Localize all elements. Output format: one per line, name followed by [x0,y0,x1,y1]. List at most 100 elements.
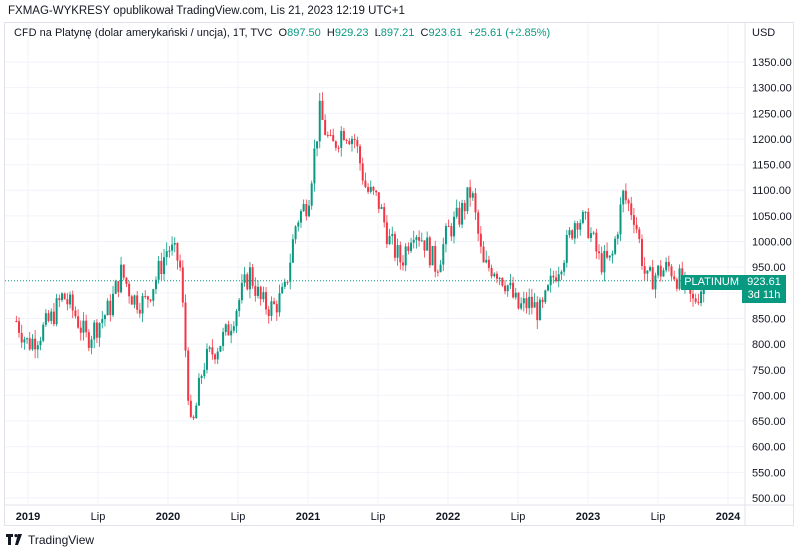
y-tick-label: 950.00 [752,262,786,274]
candle-body [216,351,219,360]
bar-countdown: 3d 11h [747,289,781,301]
candle-body [584,211,587,213]
candle-body [192,416,195,419]
candle-body [270,301,273,316]
candle-body [82,320,85,333]
candle-body [219,346,222,352]
candle-body [388,236,391,245]
candle-body [546,285,549,291]
candle-body [222,331,225,347]
candle-body [133,295,136,305]
candle-body [659,265,662,277]
candle-body [20,332,23,343]
candle-body [627,200,630,204]
candle-body [136,295,139,310]
tradingview-brand[interactable]: TradingView [6,533,94,547]
candle-body [383,207,386,223]
candle-body [498,277,501,279]
candle-body [638,229,641,240]
x-tick-label: 2024 [716,511,741,523]
candle-body [23,339,26,343]
x-tick-label: Lip [371,511,386,523]
candle-body [334,141,337,148]
candle-body [224,324,227,332]
high-label: H [326,27,335,39]
candle-body [240,282,243,301]
candle-body [469,187,472,198]
candle-body [165,251,168,258]
candle-body [235,310,238,327]
y-tick-label: 600.00 [752,442,786,454]
candle-body [420,240,423,242]
candle-body [434,246,437,272]
candle-body [310,183,313,206]
y-tick-label: 650.00 [752,416,786,428]
candle-body [651,267,654,290]
candle-body [490,267,493,277]
publisher-line: FXMAG-WYKRESY opublikował TradingView.co… [8,5,405,17]
candle-body [477,212,480,234]
candle-body [568,230,571,236]
candle-body [520,303,523,309]
candle-body [665,261,668,271]
candle-body [149,299,152,301]
candle-body [117,281,120,293]
y-tick-label: 1100.00 [752,185,791,197]
candle-body [227,324,230,336]
candle-body [211,347,214,355]
x-tick-label: 2020 [156,511,180,523]
candle-body [52,311,55,325]
candle-body [58,298,61,301]
close-label: C [420,27,429,39]
candle-body [125,277,128,284]
candle-body [66,299,69,305]
candle-body [622,190,625,205]
currency-label[interactable]: USD [752,27,776,39]
candle-body [632,215,635,225]
high-value: 929.23 [334,27,369,39]
candle-body [286,281,289,283]
candle-body [203,369,206,377]
candle-body [619,204,622,235]
candle-body [305,204,308,217]
candle-body [512,282,515,298]
candle-body [120,264,123,293]
candle-body [259,286,262,300]
symbol-price-tag: PLATINUM [681,275,742,290]
candle-body [600,253,603,273]
x-tick-label: 2022 [436,511,460,523]
candle-body [93,322,96,340]
candle-body [536,302,539,321]
candle-body [455,207,458,217]
candle-body [278,293,281,313]
candle-body [667,261,670,267]
candle-body [608,255,611,258]
candle-body [538,299,541,321]
candle-body [146,296,149,300]
candle-body [603,251,606,273]
candle-body [187,350,190,401]
last-price: 923.61 [747,276,781,288]
candle-body [691,293,694,299]
candle-body [348,140,351,145]
candle-body [157,260,160,280]
candle-body [367,187,370,192]
candle-body [557,274,560,282]
candle-body [560,271,563,275]
candle-body [318,100,321,142]
candle-body [163,257,166,274]
candle-body [122,264,125,278]
candle-body [474,193,477,213]
candle-body [189,400,192,417]
candle-body [576,223,579,230]
candle-body [109,300,112,316]
candle-body [297,222,300,227]
open-value: 897.50 [287,27,321,39]
candle-body [380,207,383,209]
candle-body [595,232,598,252]
candle-body [700,291,703,304]
candle-body [281,286,284,294]
candle-body [87,332,90,348]
candle-body [377,192,380,209]
